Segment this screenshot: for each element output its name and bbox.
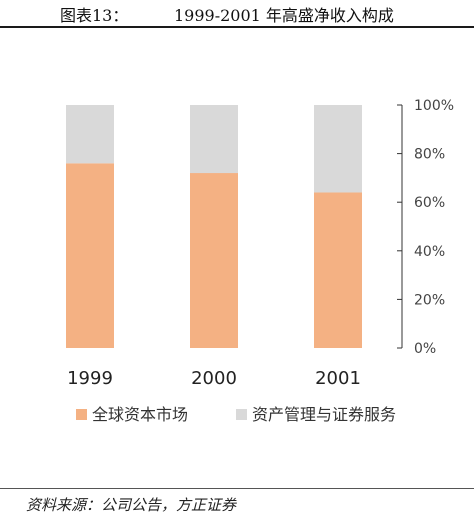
- chart-title: 1999-2001 年高盛净收入构成: [174, 6, 394, 25]
- y-tick-label: 100%: [414, 98, 454, 114]
- legend-label: 资产管理与证券服务: [252, 405, 396, 424]
- footer-rule: [0, 488, 474, 489]
- y-tick-label: 80%: [414, 147, 445, 163]
- y-axis: 0% 20% 40% 60% 80% 100%: [397, 98, 454, 357]
- legend-label: 全球资本市场: [92, 405, 188, 424]
- y-tick-label: 60%: [414, 195, 445, 211]
- x-axis-labels: 1999 2000 2001: [67, 368, 361, 389]
- y-tick-label: 40%: [414, 244, 445, 260]
- bar-1999-series-1: [66, 105, 114, 164]
- stacked-bar-chart: 0% 20% 40% 60% 80% 100% 1999 2000 2001 全球资本市场 资产…: [66, 98, 454, 424]
- legend-swatch: [236, 409, 247, 420]
- x-tick-label: 2000: [191, 368, 237, 389]
- bar-2001-series-1: [314, 105, 362, 193]
- figure-header: 图表13： 1999-2001 年高盛净收入构成: [0, 0, 474, 30]
- bar-1999-series-0: [66, 163, 114, 348]
- x-tick-label: 2001: [315, 368, 361, 389]
- bar-2001-series-0: [314, 192, 362, 348]
- legend: 全球资本市场 资产管理与证券服务: [76, 405, 396, 424]
- legend-swatch: [76, 409, 87, 420]
- y-tick-label: 20%: [414, 292, 445, 308]
- y-tick-label: 0%: [414, 341, 436, 357]
- bar-2000-series-0: [190, 173, 238, 348]
- x-tick-label: 1999: [67, 368, 113, 389]
- figure-label: 图表13：: [60, 6, 129, 25]
- header-rule: [0, 26, 474, 28]
- bar-2000-series-1: [190, 105, 238, 174]
- bars-layer: [66, 105, 362, 348]
- source-note: 资料来源：公司公告，方正证券: [26, 496, 237, 514]
